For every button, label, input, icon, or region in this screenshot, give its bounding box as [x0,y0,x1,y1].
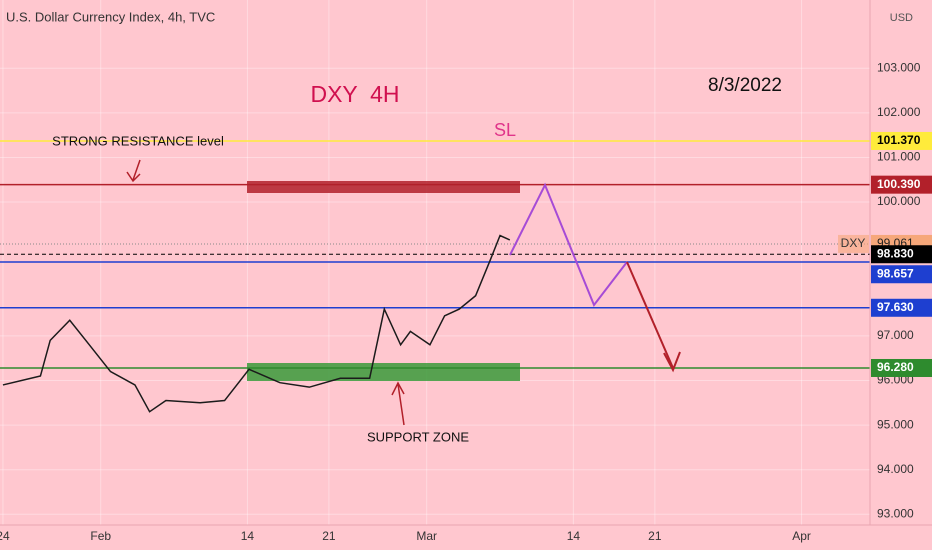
price-line [2,234,511,413]
x-tick-label: Apr [792,529,811,543]
projection-arrow [626,261,674,369]
resistance-note: STRONG RESISTANCE level [52,133,224,148]
arrow-head [663,351,681,373]
level-label: 100.390 [877,177,921,191]
heading: DXY 4H [310,81,399,107]
y-tick-label: 97.000 [877,328,914,342]
support-arrow [391,381,405,426]
axes: 103.000102.000101.000100.00097.00096.000… [0,60,932,543]
level-label-box [871,298,932,317]
level-label-box [871,131,932,150]
x-tick-label: 21 [322,529,336,543]
series-name: DXY [841,236,866,250]
levels [0,140,870,369]
y-tick-label: 100.000 [877,194,921,208]
x-tick-label: Feb [90,529,111,543]
resistance-zone [247,181,520,193]
level-label: 101.370 [877,133,921,147]
y-tick-label: 93.000 [877,506,914,520]
level-label: 97.630 [877,300,914,314]
support-zone [247,363,520,381]
y-tick-label: 103.000 [877,60,921,74]
level-label: 98.830 [877,246,914,260]
resistance-arrow [126,159,141,183]
y-tick-label: 101.000 [877,150,921,164]
y-tick-label: 94.000 [877,462,914,476]
plot [0,234,870,413]
x-tick-label: Mar [416,529,437,543]
level-label: 96.280 [877,360,914,374]
level-label-box [871,265,932,284]
chart-title: U.S. Dollar Currency Index, 4h, TVC [6,9,215,24]
level-label-box [871,175,932,194]
level-label: 98.657 [877,266,914,280]
date-note: 8/3/2022 [708,75,782,96]
y-tick-label: 95.000 [877,417,914,431]
x-tick-label: 24 [0,529,10,543]
currency: USD [890,12,913,24]
projection-path [509,182,628,307]
x-tick-label: 14 [241,529,255,543]
level-label-box [871,358,932,377]
support-note: SUPPORT ZONE [367,429,469,444]
y-tick-label: 102.000 [877,105,921,119]
series-name-box [838,234,869,253]
level-label-box [871,245,932,264]
x-tick-label: 14 [567,529,581,543]
sl-note: SL [494,120,516,140]
x-tick-label: 21 [648,529,662,543]
